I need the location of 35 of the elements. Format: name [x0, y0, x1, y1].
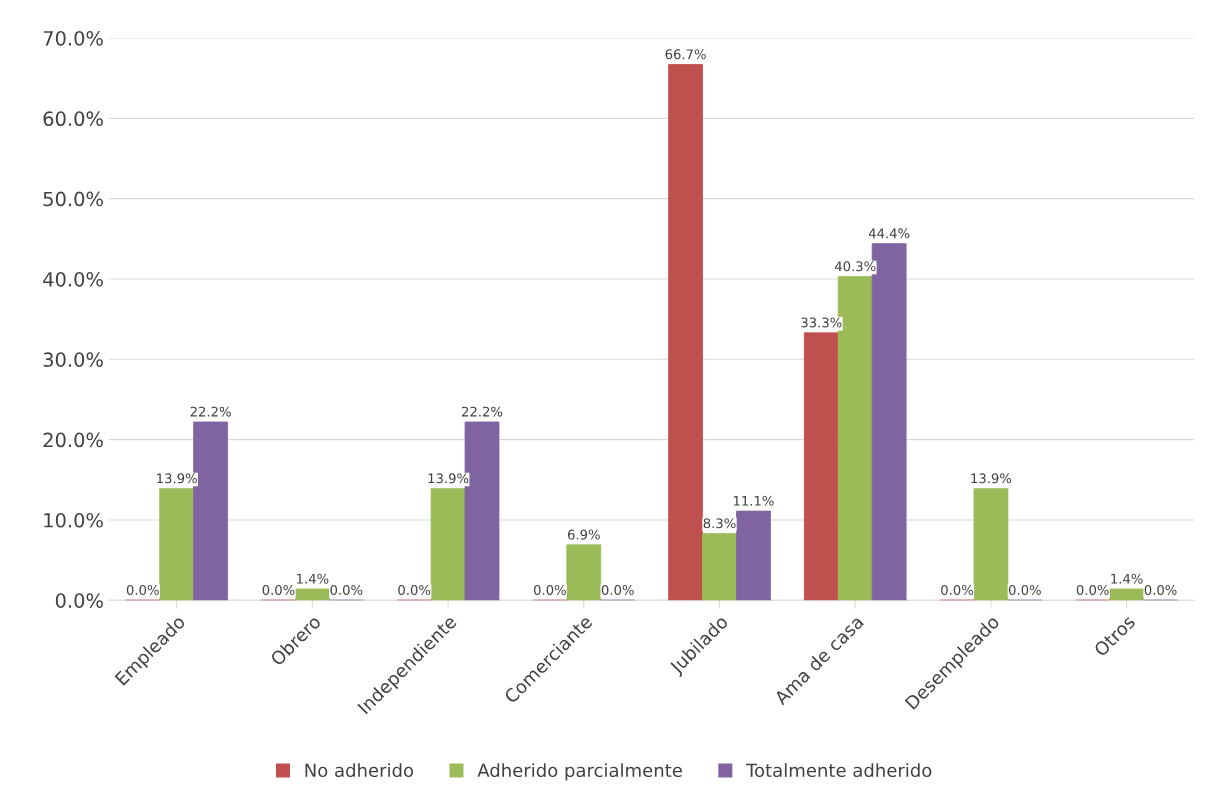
data-label: 40.3%	[834, 261, 876, 272]
data-label: 33.3%	[801, 317, 842, 328]
data-label: 0.0%	[601, 584, 634, 595]
y-tick-label: 60.0%	[43, 111, 103, 127]
data-label: 13.9%	[971, 473, 1012, 484]
data-label: 0.0%	[262, 584, 295, 595]
y-tick-label: 0.0%	[55, 593, 103, 608]
legend-label: Totalmente adherido	[746, 763, 932, 778]
data-label: 1.4%	[297, 573, 329, 584]
y-tick-label: 20.0%	[43, 432, 103, 448]
data-label: 6.9%	[567, 529, 600, 540]
data-label: 8.3%	[703, 518, 736, 529]
y-tick-label: 50.0%	[43, 191, 103, 207]
data-label: 0.0%	[1008, 584, 1041, 595]
data-label: 0.0%	[398, 584, 431, 595]
data-label: 13.9%	[157, 473, 197, 484]
legend-label: Adherido parcialmente	[477, 763, 682, 781]
data-label: 0.0%	[533, 584, 566, 595]
data-label: 44.4%	[868, 228, 910, 239]
y-tick-label: 10.0%	[44, 512, 103, 528]
data-label: 0.0%	[126, 584, 159, 595]
y-tick-label: 70.0%	[43, 30, 103, 46]
data-label: 0.0%	[330, 584, 363, 595]
data-label: 22.2%	[462, 406, 503, 417]
legend-label: No adherido	[305, 763, 414, 778]
data-label: 0.0%	[941, 584, 974, 595]
y-tick-label: 30.0%	[43, 352, 103, 367]
data-label: 66.7%	[665, 49, 706, 60]
data-label: 0.0%	[1076, 584, 1109, 595]
data-label: 1.4%	[1111, 573, 1143, 584]
y-tick-label: 40.0%	[43, 271, 103, 287]
data-label: 22.2%	[190, 406, 231, 417]
data-label: 0.0%	[1144, 584, 1177, 595]
data-label: 13.9%	[428, 473, 469, 484]
data-label: 11.1%	[733, 495, 774, 506]
